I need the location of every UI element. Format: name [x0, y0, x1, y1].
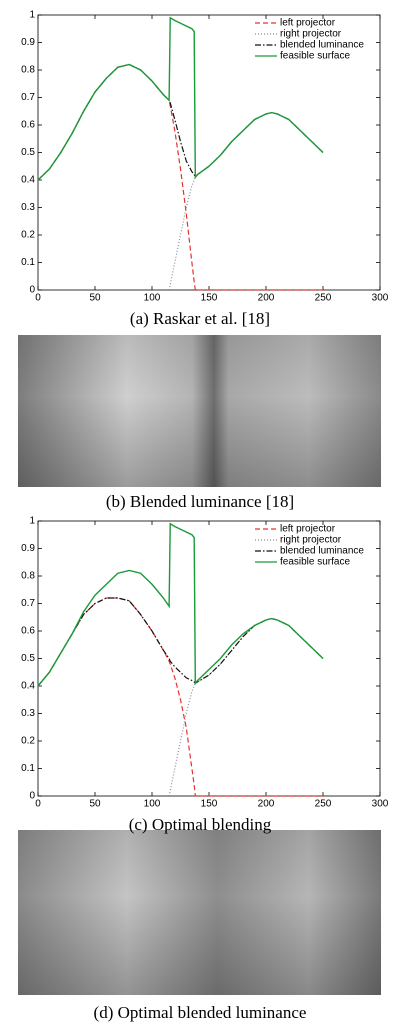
image-d — [18, 830, 381, 995]
y-tick-label: 0.3 — [21, 708, 35, 719]
x-tick-label: 200 — [258, 293, 275, 304]
x-tick-label: 100 — [144, 799, 161, 810]
series-line — [38, 65, 323, 181]
x-tick-label: 250 — [315, 293, 332, 304]
series-line — [38, 598, 323, 796]
y-tick-label: 0.2 — [21, 736, 35, 747]
legend-label: blended luminance — [280, 40, 364, 51]
legend-label: left projector — [280, 18, 336, 29]
x-tick-label: 0 — [35, 799, 41, 810]
x-tick-label: 50 — [89, 799, 101, 810]
y-tick-label: 1 — [29, 516, 35, 527]
y-tick-label: 0.7 — [21, 598, 35, 609]
y-tick-label: 0.6 — [21, 626, 35, 637]
legend-label: feasible surface — [280, 51, 350, 62]
y-tick-label: 0.3 — [21, 202, 35, 213]
x-tick-label: 150 — [201, 799, 218, 810]
y-tick-label: 0.5 — [21, 653, 35, 664]
y-tick-label: 0.4 — [21, 175, 35, 186]
x-tick-label: 0 — [35, 293, 41, 304]
y-tick-label: 0.4 — [21, 681, 35, 692]
y-tick-label: 0.8 — [21, 65, 35, 76]
caption: (b) Blended luminance [18] — [106, 492, 294, 511]
x-tick-label: 50 — [89, 293, 101, 304]
x-tick-label: 300 — [372, 293, 389, 304]
legend-label: right projector — [280, 535, 342, 546]
legend-label: right projector — [280, 29, 342, 40]
y-tick-label: 0.1 — [21, 257, 35, 268]
figure: (b) Blended luminance [18] (d) Optimal b… — [0, 0, 399, 1029]
caption: (c) Optimal blending — [129, 815, 272, 834]
x-tick-label: 150 — [201, 293, 218, 304]
y-tick-label: 0.5 — [21, 147, 35, 158]
image-b — [18, 335, 381, 487]
y-tick-label: 0.9 — [21, 37, 35, 48]
y-tick-label: 0.2 — [21, 230, 35, 241]
legend-label: feasible surface — [280, 557, 350, 568]
legend-label: blended luminance — [280, 546, 364, 557]
x-tick-label: 200 — [258, 799, 275, 810]
y-tick-label: 0.7 — [21, 92, 35, 103]
y-tick-label: 0.9 — [21, 543, 35, 554]
y-tick-label: 0.8 — [21, 571, 35, 582]
x-tick-label: 250 — [315, 799, 332, 810]
y-tick-label: 0.1 — [21, 763, 35, 774]
x-tick-label: 100 — [144, 293, 161, 304]
caption: (d) Optimal blended luminance — [94, 1003, 307, 1022]
y-tick-label: 1 — [29, 10, 35, 21]
caption: (a) Raskar et al. [18] — [130, 309, 270, 328]
x-tick-label: 300 — [372, 799, 389, 810]
series-line — [38, 598, 323, 686]
y-tick-label: 0.6 — [21, 120, 35, 131]
legend-label: left projector — [280, 524, 336, 535]
series-line — [38, 65, 323, 291]
